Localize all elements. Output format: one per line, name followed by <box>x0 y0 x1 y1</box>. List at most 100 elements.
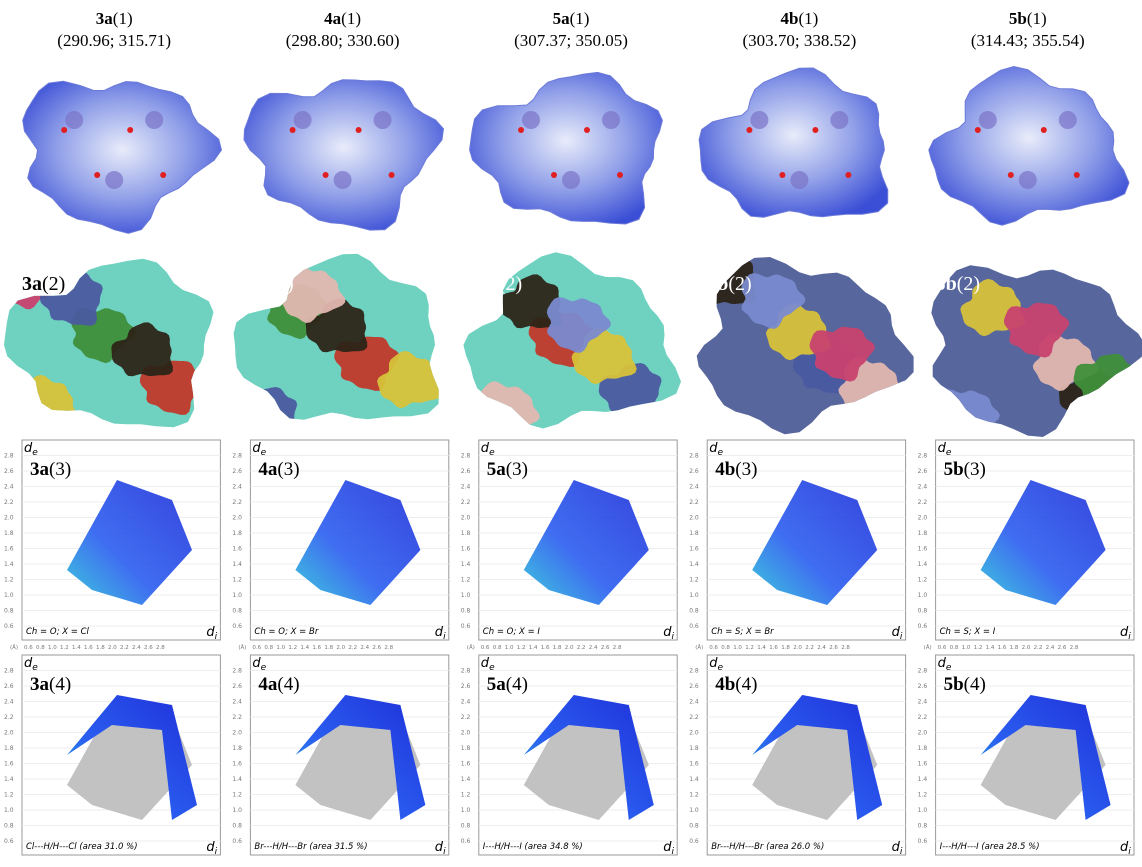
plot-annotation: Ch = S; X = I <box>940 627 996 637</box>
y-tick-label: 2.6 <box>689 468 699 475</box>
hirshfeld-surface <box>244 80 444 230</box>
panel-label: 5a(3) <box>487 459 528 480</box>
atom <box>294 111 312 129</box>
text-part: 3a <box>96 9 114 28</box>
panel-label: 3a(3) <box>30 459 71 480</box>
text-part: (1) <box>798 9 818 28</box>
x-tick-label: 0.6 <box>938 645 947 651</box>
compound-title: 4b(1) <box>781 9 819 28</box>
text-part: (4) <box>49 674 71 695</box>
x-tick-label: 1.6 <box>541 645 550 651</box>
text-part: 4a <box>258 674 278 695</box>
x-tick-label: 2.2 <box>805 645 814 651</box>
x-tick-label: 1.2 <box>745 645 754 651</box>
y-tick-label: 1.0 <box>461 807 471 814</box>
y-tick-label: 1.4 <box>461 776 471 783</box>
y-tick-label: 1.4 <box>4 776 14 783</box>
y-tick-label: 1.0 <box>4 592 14 599</box>
y-tick-label: 2.2 <box>918 499 928 506</box>
x-tick-label: 2.0 <box>108 645 117 651</box>
y-tick-label: 1.8 <box>4 530 14 537</box>
text-part: 3a <box>30 459 50 480</box>
contact-spot <box>160 172 166 178</box>
y-tick-label: 0.8 <box>689 608 699 615</box>
x-tick-label: 2.4 <box>360 645 369 651</box>
y-tick-label: 2.6 <box>4 683 14 690</box>
contact-spot <box>551 172 557 178</box>
y-tick-label: 1.2 <box>689 577 699 584</box>
text-part: e <box>489 663 495 673</box>
y-tick-label: 0.6 <box>232 838 242 845</box>
cell-volumes: (303.70; 338.52) <box>743 31 857 50</box>
atom <box>522 111 540 129</box>
y-tick-label: 1.8 <box>461 745 471 752</box>
x-tick-label: 2.6 <box>372 645 381 651</box>
y-tick-label: 0.8 <box>4 823 14 830</box>
y-tick-label: 1.2 <box>4 577 14 584</box>
y-tick-label: 1.2 <box>689 792 699 799</box>
y-tick-label: 1.4 <box>918 561 928 568</box>
x-tick-label: 2.4 <box>589 645 598 651</box>
x-tick-label: 0.6 <box>481 645 490 651</box>
compound-title: 4a(1) <box>324 9 361 28</box>
y-tick-label: 2.6 <box>918 468 928 475</box>
text-part: 3a <box>30 674 50 695</box>
x-tick-label: 2.8 <box>613 645 622 651</box>
y-tick-label: 1.4 <box>232 776 242 783</box>
contact-spot <box>389 172 395 178</box>
panel-label: 3a(2) <box>22 273 65 295</box>
panel-label: 4a(4) <box>258 674 299 695</box>
atom <box>334 171 352 189</box>
x-tick-label: 1.0 <box>276 645 285 651</box>
y-tick-label: 2.0 <box>4 515 14 522</box>
y-tick-label: 2.8 <box>918 668 928 675</box>
y-tick-label: 1.6 <box>232 546 242 553</box>
text-part: (1) <box>570 9 590 28</box>
x-tick-label: 1.2 <box>288 645 297 651</box>
y-tick-label: 1.2 <box>232 792 242 799</box>
contact-spot <box>975 127 981 133</box>
y-tick-label: 2.0 <box>4 730 14 737</box>
y-tick-label: 2.2 <box>461 499 471 506</box>
y-tick-label: 1.6 <box>689 546 699 553</box>
y-tick-label: 2.8 <box>232 668 242 675</box>
y-tick-label: 2.4 <box>4 484 14 491</box>
text-part: e <box>717 663 723 673</box>
y-tick-label: 2.0 <box>232 515 242 522</box>
x-tick-label: 1.4 <box>300 645 309 651</box>
panel-label: 5b(3) <box>944 459 986 480</box>
x-tick-label: 1.0 <box>962 645 971 651</box>
y-tick-label: 1.6 <box>918 546 928 553</box>
text-part: e <box>946 663 952 673</box>
plot-annotation: Ch = S; X = Br <box>711 627 774 637</box>
text-part: 4a <box>324 9 342 28</box>
y-tick-label: 2.4 <box>689 484 699 491</box>
y-tick-label: 1.4 <box>232 561 242 568</box>
text-part: e <box>489 448 495 458</box>
y-tick-label: 2.4 <box>689 699 699 706</box>
cell-volumes: (314.43; 355.54) <box>971 31 1085 50</box>
y-tick-label: 1.2 <box>461 577 471 584</box>
plot-annotation: Br---H/H---Br (area 26.0 %) <box>711 842 824 852</box>
y-tick-label: 2.8 <box>918 453 928 460</box>
y-tick-label: 2.2 <box>689 499 699 506</box>
y-tick-label: 0.8 <box>689 823 699 830</box>
atom <box>374 111 392 129</box>
x-tick-label: 2.0 <box>565 645 574 651</box>
y-tick-label: 0.6 <box>232 623 242 630</box>
y-tick-label: 1.8 <box>232 530 242 537</box>
atom <box>105 171 123 189</box>
y-tick-label: 0.6 <box>4 623 14 630</box>
x-tick-label: 0.6 <box>24 645 33 651</box>
x-tick-label: 2.0 <box>1022 645 1031 651</box>
text-part: (2) <box>270 273 293 295</box>
text-part: 5a <box>479 273 499 295</box>
x-tick-label: 1.4 <box>986 645 995 651</box>
plot-annotation: I---H/H---I (area 28.5 %) <box>940 842 1040 852</box>
plot-annotation: Ch = O; X = Br <box>254 627 318 637</box>
y-tick-label: 2.0 <box>461 515 471 522</box>
text-part: e <box>717 448 723 458</box>
atom <box>65 111 83 129</box>
x-unit: (Å) <box>467 644 475 651</box>
text-part: 5a <box>487 459 507 480</box>
